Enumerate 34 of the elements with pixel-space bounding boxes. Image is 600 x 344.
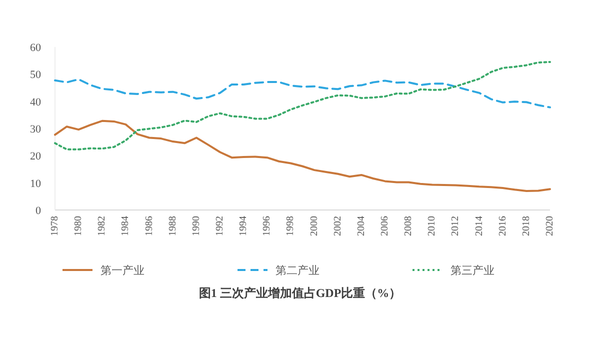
x-tick-label: 2020 xyxy=(544,216,556,236)
x-tick-label: 2002 xyxy=(332,216,344,236)
x-tick-label: 2018 xyxy=(520,216,532,236)
y-tick-label: 30 xyxy=(30,124,42,136)
legend-label: 第一产业 xyxy=(100,264,144,277)
x-tick-label: 2006 xyxy=(380,216,390,236)
x-tick-label: 2016 xyxy=(497,216,508,236)
x-tick-label: 1992 xyxy=(214,216,226,236)
x-tick-label: 1978 xyxy=(50,216,60,236)
y-tick-label: 0 xyxy=(36,205,42,217)
x-tick-label: 1984 xyxy=(120,216,132,236)
x-tick-label: 1994 xyxy=(238,216,250,236)
x-tick-label: 1982 xyxy=(96,216,108,236)
x-tick-label: 2004 xyxy=(356,216,367,236)
x-tick-label: 2010 xyxy=(426,216,438,236)
text: 图1 三次产业增加值占GDP比重（%） xyxy=(198,286,402,300)
legend-label: 第二产业 xyxy=(276,264,320,277)
y-tick-label: 50 xyxy=(30,69,42,82)
y-tick-label: 10 xyxy=(30,178,42,190)
legend-label: 第三产业 xyxy=(450,264,494,277)
x-tick-label: 2012 xyxy=(450,216,462,236)
y-tick-label: 40 xyxy=(30,96,42,108)
x-tick-label: 1990 xyxy=(190,216,202,236)
x-tick-label: 2000 xyxy=(308,216,320,236)
x-tick-label: 1996 xyxy=(262,216,273,236)
y-tick-label: 60 xyxy=(30,42,42,54)
x-tick-label: 2008 xyxy=(403,216,414,236)
x-tick-label: 1980 xyxy=(73,216,84,236)
x-tick-label: 2014 xyxy=(474,216,485,236)
y-tick-label: 20 xyxy=(30,150,42,163)
x-tick-label: 1986 xyxy=(144,216,155,236)
x-tick-label: 1998 xyxy=(285,216,296,236)
x-tick-label: 1988 xyxy=(167,216,178,236)
chart: 0 10 20 30 40 50 60 1978 1980 1982 1984 1986 1988 1990 1992 1994 1996 1998 2000 2002 2004 2006 2008 2010 2012 2014 2016 2018 2020 第一产业 第二产业 第三产业 图1 三次产业增加值占GDP比重（%） xyxy=(30,42,556,300)
